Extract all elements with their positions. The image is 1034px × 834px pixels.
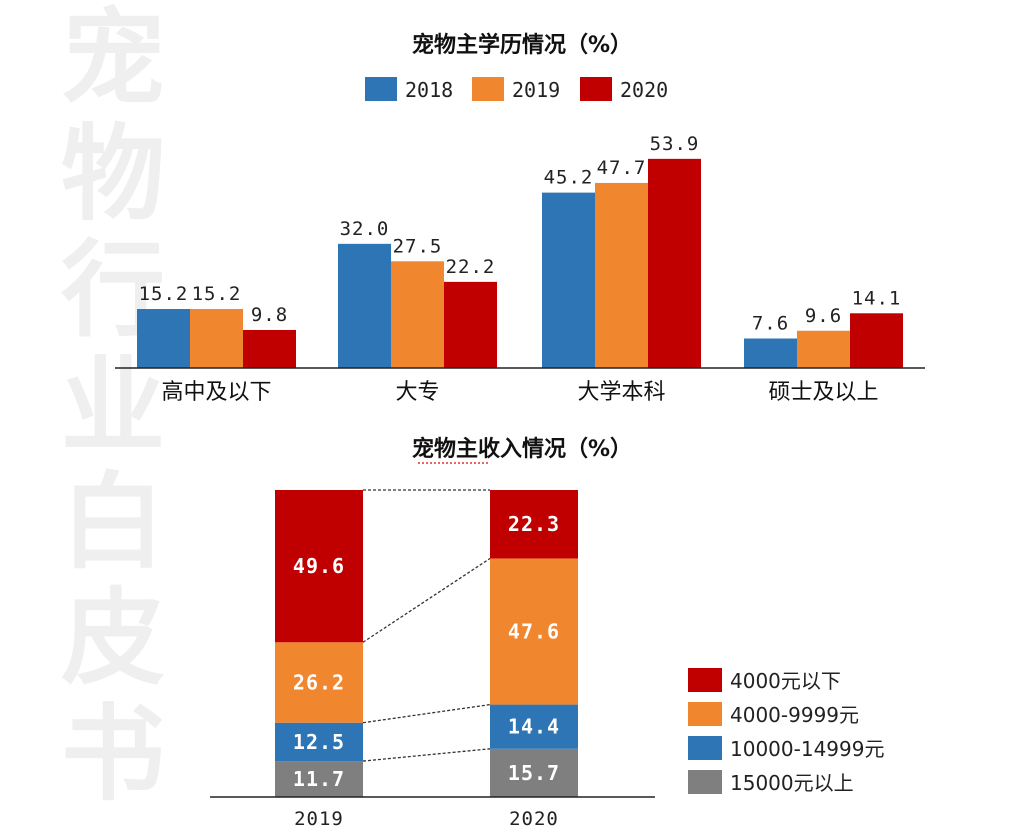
legend-label: 4000元以下 (730, 669, 841, 693)
education-bars: 15.2 15.2 9.8 32.027.522.2 45.2 47.753.9 7.6 9.… (137, 133, 903, 368)
segment-label: 12.5 (293, 730, 345, 754)
legend-swatch (688, 770, 722, 794)
bar-大专-2020 (444, 281, 497, 368)
bar-高中及以下-2020 (243, 329, 296, 368)
stack-2019-4000元以下 (275, 490, 363, 643)
legend-swatch-2020 (580, 77, 612, 101)
data-label: 47.7 (597, 157, 647, 179)
stack-2020-4000-9999元 (490, 558, 578, 705)
bar-硕士及以上-2019 (797, 330, 850, 368)
data-label: 53.9 (650, 133, 700, 155)
data-label: 14.1 (852, 287, 902, 309)
data-label: 22.2 (446, 256, 496, 278)
bar-大学本科-2019 (595, 182, 648, 368)
data-label: 9.8 (251, 304, 288, 326)
data-label: 7.6 (752, 313, 789, 335)
legend-label: 15000元以上 (730, 771, 854, 795)
income-connectors (362, 489, 491, 762)
bar-大专-2019 (391, 261, 444, 368)
data-label: 15.2 (192, 283, 242, 305)
bar-高中及以下-2019 (190, 309, 243, 368)
data-label: 32.0 (340, 218, 390, 240)
watermark-char: 皮 (60, 577, 165, 699)
legend-swatch (688, 702, 722, 726)
watermark-char: 物 (60, 113, 165, 235)
stack-2019-10000-14999元 (275, 722, 363, 762)
stack-2019-4000-9999元 (275, 642, 363, 723)
legend-swatch (688, 736, 722, 760)
watermark-char: 宠 (60, 0, 165, 119)
category-label: 硕士及以上 (768, 380, 878, 405)
category-label: 高中及以下 (161, 380, 271, 405)
segment-label: 47.6 (508, 620, 560, 644)
legend-label: 4000-9999元 (730, 703, 859, 727)
bar-硕士及以上-2020 (850, 313, 903, 368)
segment-label: 11.7 (293, 767, 345, 791)
category-label: 大专 (395, 380, 439, 405)
income-legend: 4000元以下 4000-9999元 10000-14999元 15000元以上 (688, 668, 884, 795)
legend-swatch-2019 (472, 77, 504, 101)
legend-label-2018: 2018 (405, 78, 453, 102)
category-label: 大学本科 (577, 380, 665, 405)
legend-swatch (688, 668, 722, 692)
segment-label: 14.4 (508, 715, 560, 739)
bar-硕士及以上-2018 (744, 338, 797, 368)
x-tick-label: 2020 (509, 808, 559, 830)
income-bars: 11.7 12.5 26.2 49.6 15.7 14.4 47.6 22.3 (275, 490, 578, 797)
income-chart-title: 宠物主收入情况（%） (412, 436, 632, 462)
connector-line (362, 557, 491, 643)
stack-2020-4000元以下 (490, 490, 578, 559)
education-legend: 2018 2019 2020 (365, 77, 668, 102)
stack-2019-15000元以上 (275, 761, 363, 797)
segment-label: 22.3 (508, 512, 560, 536)
data-label: 45.2 (544, 167, 594, 189)
watermark-char: 白 (60, 461, 165, 583)
data-label: 15.2 (139, 283, 189, 305)
education-categories: 高中及以下 大专 大学本科 硕士及以上 (161, 380, 878, 405)
segment-label: 15.7 (508, 761, 560, 785)
connector-line (362, 748, 491, 762)
data-label: 9.6 (805, 305, 842, 327)
x-tick-label: 2019 (294, 808, 344, 830)
stack-2020-10000-14999元 (490, 704, 578, 749)
stack-2020-15000元以上 (490, 748, 578, 797)
legend-swatch-2018 (365, 77, 397, 101)
legend-label-2020: 2020 (620, 78, 668, 102)
legend-label-2019: 2019 (512, 78, 560, 102)
segment-label: 49.6 (293, 554, 345, 578)
watermark-char: 书 (60, 693, 165, 815)
bar-高中及以下-2018 (137, 309, 190, 368)
education-chart-title: 宠物主学历情况（%） (412, 32, 632, 58)
bar-大专-2018 (338, 243, 391, 368)
bar-大学本科-2018 (542, 192, 595, 368)
segment-label: 26.2 (293, 670, 345, 694)
income-x-labels: 2019 2020 (294, 808, 559, 830)
connector-line (362, 703, 491, 724)
bar-大学本科-2020 (648, 158, 701, 368)
legend-label: 10000-14999元 (730, 737, 884, 761)
data-label: 27.5 (393, 235, 443, 257)
